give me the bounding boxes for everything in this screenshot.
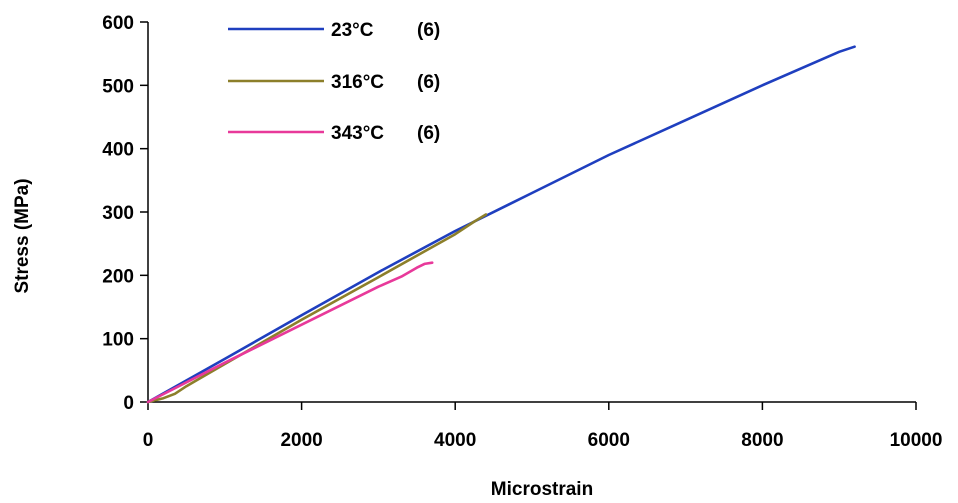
- y-tick-label: 400: [102, 140, 134, 161]
- x-tick-label: 10000: [890, 430, 943, 451]
- series-line-3: [146, 261, 434, 404]
- y-tick-label: 100: [102, 330, 134, 351]
- x-tick-label: 2000: [280, 430, 322, 451]
- legend-label-3: 343°C: [331, 123, 384, 144]
- y-tick-label: 300: [102, 203, 134, 224]
- y-tick-label: 200: [102, 266, 134, 287]
- series-layer: [146, 45, 856, 404]
- legend: 23°C (6) 316°C (6) 343°C (6): [228, 20, 440, 144]
- series-line-1: [146, 45, 856, 404]
- legend-label-2: 316°C: [331, 72, 384, 93]
- legend-count-2: (6): [417, 72, 440, 93]
- x-tick-label: 0: [143, 430, 154, 451]
- legend-count-3: (6): [417, 123, 440, 144]
- legend-count-1: (6): [417, 20, 440, 41]
- x-axis-title: Microstrain: [491, 479, 593, 500]
- x-tick-label: 4000: [434, 430, 476, 451]
- x-tick-label: 8000: [741, 430, 783, 451]
- y-tick-label: 0: [123, 393, 134, 414]
- y-tick-label: 600: [102, 13, 134, 34]
- legend-label-1: 23°C: [331, 20, 374, 41]
- series-line-2: [146, 213, 488, 404]
- x-tick-label: 6000: [588, 430, 630, 451]
- y-axis-title: Stress (MPa): [12, 178, 33, 293]
- y-tick-label: 500: [102, 76, 134, 97]
